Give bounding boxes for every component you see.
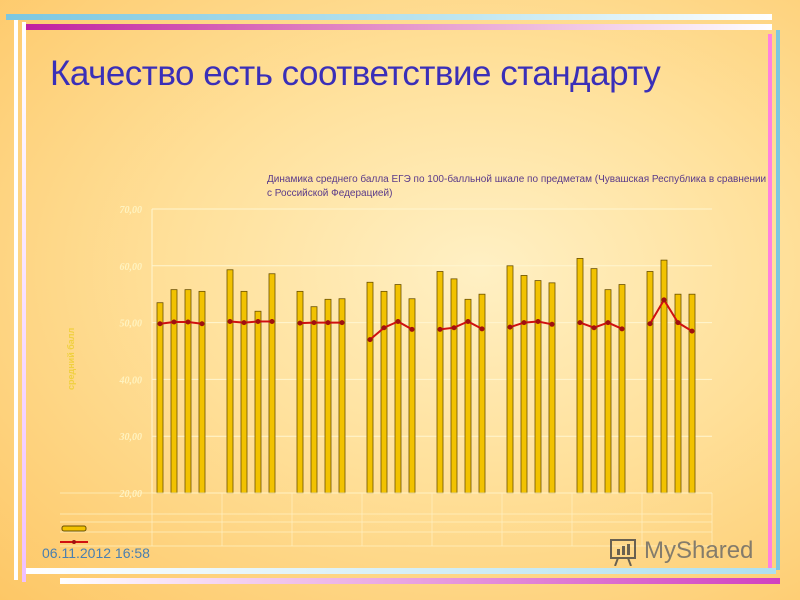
line-point — [157, 321, 163, 327]
bar — [254, 310, 262, 494]
series-line — [579, 321, 623, 330]
bar — [534, 280, 542, 494]
bar — [436, 271, 444, 494]
y-tick-label: 70,00 — [120, 205, 143, 216]
line-point — [647, 321, 653, 327]
y-tick-label: 50,00 — [120, 319, 143, 330]
frame-line-bottom-inner — [60, 578, 780, 584]
line-point — [591, 325, 597, 331]
frame-line-left — [14, 20, 18, 580]
bar — [324, 298, 332, 494]
frame-line-left-inner — [22, 22, 26, 582]
frame-line-bottom — [26, 568, 776, 574]
bar — [590, 268, 598, 494]
series-line — [649, 297, 693, 332]
y-tick-label: 20,00 — [119, 489, 143, 500]
chart-title: Динамика среднего балла ЕГЭ по 100-балль… — [267, 174, 767, 199]
line-point — [227, 318, 233, 324]
line-point — [437, 326, 443, 332]
bar — [338, 298, 346, 494]
bar — [660, 259, 668, 494]
series-line — [159, 321, 203, 325]
line-point — [577, 320, 583, 326]
line-point — [241, 320, 247, 326]
bar — [548, 282, 556, 494]
watermark-logo: MyShared — [608, 536, 753, 566]
line-point — [689, 328, 695, 334]
y-tick-label: 40,00 — [119, 375, 143, 386]
watermark-text: MyShared — [644, 537, 754, 564]
line-point — [339, 320, 345, 326]
line-point — [451, 325, 457, 331]
bar — [394, 284, 402, 494]
series-line — [229, 320, 272, 324]
line-point — [521, 320, 527, 326]
line-point — [297, 320, 303, 326]
line-point — [311, 320, 317, 326]
frame-line-right-inner — [768, 34, 772, 574]
bar — [646, 271, 654, 494]
series-line — [439, 320, 483, 331]
series-line — [369, 320, 413, 341]
y-axis-label: средний балл — [66, 327, 76, 390]
line-point — [479, 326, 485, 332]
bar — [478, 293, 486, 494]
bar — [464, 298, 472, 494]
line-point — [619, 326, 625, 332]
line-point — [409, 326, 415, 332]
series-line — [299, 321, 342, 325]
line-point — [171, 319, 177, 325]
frame-line-top — [6, 14, 772, 20]
bar — [506, 265, 514, 494]
bar — [380, 290, 388, 494]
y-tick-label: 30,00 — [119, 432, 143, 443]
frame-line-right — [776, 30, 780, 570]
bar — [450, 278, 458, 494]
y-tick-label: 60,00 — [120, 262, 143, 273]
line-point — [199, 321, 205, 327]
bar — [156, 302, 164, 494]
line-point — [381, 325, 387, 331]
bar — [268, 273, 276, 494]
line-point — [185, 319, 191, 325]
line-point — [367, 337, 373, 343]
line-point — [507, 324, 513, 330]
bar — [366, 281, 374, 494]
line-point — [675, 320, 681, 326]
bar — [618, 284, 626, 494]
bar — [688, 293, 696, 494]
presentation-icon — [610, 539, 636, 566]
line-point — [255, 318, 261, 324]
bar — [520, 275, 528, 494]
legend-bar-swatch — [61, 525, 87, 532]
frame-line-top-inner — [26, 24, 772, 30]
line-point — [395, 318, 401, 324]
bar — [226, 269, 234, 494]
series-line — [509, 320, 553, 329]
line-point — [269, 318, 275, 324]
line-point — [535, 318, 541, 324]
line-point — [465, 318, 471, 324]
line-point — [325, 320, 331, 326]
bar — [310, 306, 318, 494]
bar — [576, 258, 584, 494]
legend-line-marker — [72, 540, 76, 544]
line-point — [661, 297, 667, 303]
line-point — [549, 321, 555, 327]
line-point — [605, 320, 611, 326]
slide-date: 06.11.2012 16:58 — [42, 545, 150, 561]
slide-title: Качество есть соответствие стандарту — [50, 54, 661, 93]
